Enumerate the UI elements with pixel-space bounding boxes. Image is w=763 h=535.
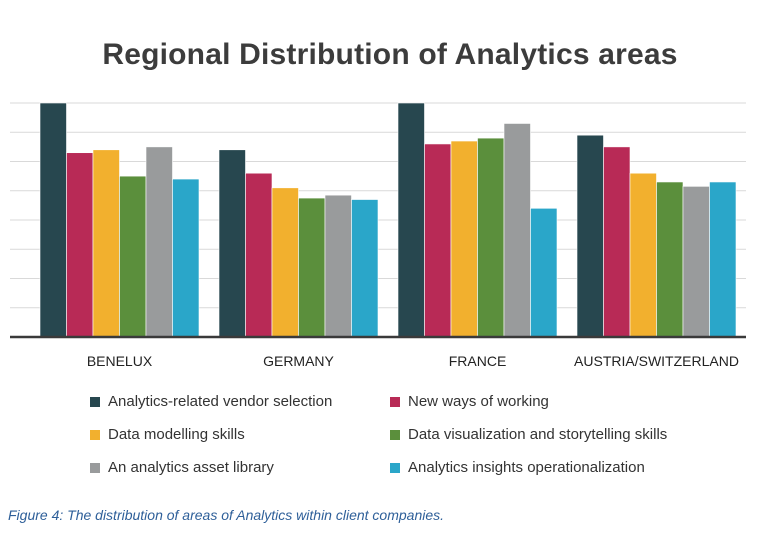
legend-label: Data visualization and storytelling skil…	[408, 426, 668, 443]
legend-item: Data visualization and storytelling skil…	[390, 423, 720, 446]
legend-item: An analytics asset library	[90, 456, 390, 479]
legend-swatch	[90, 462, 100, 473]
legend-swatch	[390, 429, 400, 440]
legend: Analytics-related vendor selection New wa…	[90, 390, 730, 479]
legend-swatch	[390, 396, 400, 407]
figure-caption: Figure 4: The distribution of areas of A…	[8, 507, 445, 523]
bar-benelux-series-4	[119, 175, 147, 338]
bar-austria-switzerland-series-3	[629, 172, 657, 338]
bars	[39, 102, 737, 338]
x-tick-label: BENELUX	[87, 353, 153, 369]
bar-austria-switzerland-series-6	[709, 181, 737, 338]
x-tick-label: FRANCE	[449, 353, 507, 369]
legend-label: Analytics insights operationalization	[408, 459, 645, 476]
bar-germany-series-6	[351, 199, 379, 338]
category-labels: BENELUX GERMANY FRANCE AUSTRIA/SWITZERLAND	[87, 353, 739, 369]
legend-label: Data modelling skills	[108, 426, 245, 443]
bar-germany-series-1	[218, 149, 246, 338]
bar-austria-switzerland-series-1	[576, 134, 604, 338]
bar-france-series-5	[503, 123, 531, 338]
chart-title: Regional Distribution of Analytics areas	[102, 38, 678, 71]
legend-item: Analytics-related vendor selection	[90, 390, 390, 413]
legend-item: New ways of working	[390, 390, 720, 413]
bar-france-series-2	[424, 143, 452, 338]
bar-france-series-3	[450, 140, 478, 338]
bar-benelux-series-3	[92, 149, 120, 338]
bar-france-series-6	[530, 208, 558, 338]
legend-swatch	[90, 396, 100, 407]
bar-benelux-series-5	[145, 146, 173, 338]
legend-label: New ways of working	[408, 393, 549, 410]
bar-germany-series-3	[271, 187, 299, 338]
bar-france-series-4	[477, 137, 505, 338]
bar-benelux-series-1	[39, 102, 67, 338]
x-tick-label: AUSTRIA/SWITZERLAND	[574, 353, 739, 369]
legend-item: Data modelling skills	[90, 423, 390, 446]
bar-benelux-series-6	[172, 178, 200, 338]
x-tick-label: GERMANY	[263, 353, 334, 369]
legend-item: Analytics insights operationalization	[390, 456, 720, 479]
bar-austria-switzerland-series-2	[603, 146, 631, 338]
legend-swatch	[390, 462, 400, 473]
bar-germany-series-4	[298, 197, 326, 338]
bar-austria-switzerland-series-5	[682, 186, 710, 338]
bar-benelux-series-2	[66, 152, 94, 338]
legend-label: An analytics asset library	[108, 459, 274, 476]
legend-swatch	[90, 429, 100, 440]
legend-label: Analytics-related vendor selection	[108, 393, 333, 410]
bar-france-series-1	[397, 102, 425, 338]
bar-germany-series-5	[324, 194, 352, 338]
bar-austria-switzerland-series-4	[656, 181, 684, 338]
bar-germany-series-2	[245, 172, 273, 338]
